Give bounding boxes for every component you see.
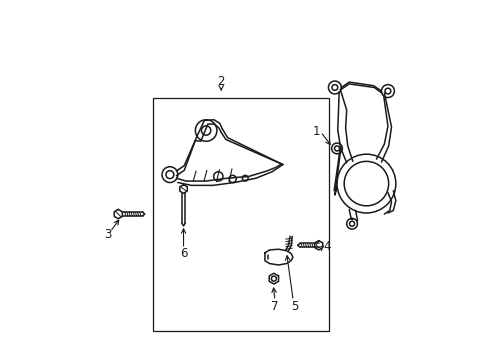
Text: 4: 4: [323, 240, 330, 253]
Text: 5: 5: [290, 300, 298, 313]
Bar: [153, 98, 328, 330]
Text: 1: 1: [312, 125, 319, 138]
Text: 3: 3: [103, 228, 111, 241]
Text: 7: 7: [271, 300, 278, 313]
Text: 6: 6: [180, 247, 187, 260]
Text: 2: 2: [217, 75, 224, 88]
